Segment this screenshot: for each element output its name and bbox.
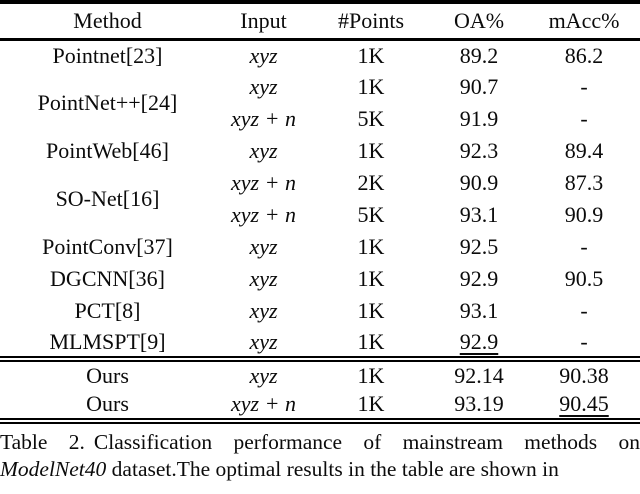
cell-method: PointConv[37] [42, 234, 173, 259]
cell-oa: 92.3 [459, 138, 499, 163]
cell-points: 1K [357, 328, 385, 354]
cell-macc: - [580, 234, 588, 259]
table-row: PointConv[37] xyz 1K 92.5 - [0, 231, 640, 263]
cell-input: xyz [249, 328, 278, 354]
cell-macc: 87.3 [564, 170, 604, 195]
cell-macc: - [580, 106, 588, 131]
cell-macc: - [580, 298, 588, 323]
cell-input: xyz [249, 298, 278, 323]
cell-method: PointNet++[24] [37, 90, 178, 115]
caption-text-before: Classification performance of mainstream… [93, 430, 640, 454]
column-header-oa: OA% [453, 7, 505, 33]
cell-method: Ours [86, 391, 129, 416]
table-row: SO-Net[16] xyz + n 2K 90.9 87.3 [0, 167, 640, 211]
caption-text-after: dataset.The optimal results in the table… [111, 457, 559, 481]
cell-macc: 90.45 [559, 391, 609, 416]
caption-label: Table 2. [0, 430, 85, 454]
cell-oa: 93.1 [459, 202, 499, 227]
cell-points: 1K [357, 74, 385, 99]
column-header-input: Input [240, 7, 287, 33]
cell-input: xyz + n [231, 391, 296, 416]
cell-points: 1K [357, 391, 385, 416]
table-row: xyz + n 5K 91.9 - [0, 103, 640, 135]
results-table: Method Input #Points OA% mAcc% Pointnet[… [0, 0, 640, 424]
cell-points: 1K [357, 42, 385, 68]
cell-macc: 90.38 [559, 363, 609, 388]
cell-macc: 90.5 [564, 266, 604, 291]
cell-points: 1K [357, 363, 385, 388]
table-row: PointNet++[24] xyz 1K 90.7 - [0, 71, 640, 115]
cell-macc: - [580, 328, 588, 354]
cell-oa: 92.9 [459, 266, 499, 291]
cell-input: xyz [249, 42, 278, 68]
header-row: Method Input #Points OA% mAcc% [0, 2, 640, 39]
cell-oa: 93.19 [454, 391, 504, 416]
dataset-name: ModelNet40 [0, 457, 107, 481]
table-row: Ours xyz + n 1K 93.19 90.45 [0, 390, 640, 421]
cell-oa: 93.1 [459, 298, 499, 323]
table-row: MLMSPT[9] xyz 1K 92.9 - [0, 327, 640, 359]
cell-oa: 92.9 [459, 328, 499, 354]
table-row: DGCNN[36] xyz 1K 92.9 90.5 [0, 263, 640, 295]
cell-oa: 89.2 [459, 42, 499, 68]
cell-method: PCT[8] [74, 298, 141, 323]
cell-input: xyz + n [231, 170, 296, 195]
cell-points: 1K [357, 298, 385, 323]
cell-input: xyz [249, 266, 278, 291]
cell-input: xyz [249, 234, 278, 259]
cell-input: xyz [249, 138, 278, 163]
cell-method: SO-Net[16] [55, 186, 160, 211]
cell-points: 5K [357, 202, 385, 227]
column-header-points: #Points [337, 7, 405, 33]
cell-method: Ours [86, 363, 129, 388]
cell-oa: 90.7 [459, 74, 499, 99]
table-row: PCT[8] xyz 1K 93.1 - [0, 295, 640, 327]
cell-oa: 92.14 [454, 363, 504, 388]
cell-input: xyz [249, 74, 278, 99]
cell-points: 1K [357, 234, 385, 259]
cell-macc: - [580, 74, 588, 99]
cell-input: xyz + n [231, 202, 296, 227]
table-row: xyz + n 5K 93.1 90.9 [0, 199, 640, 231]
cell-points: 1K [357, 138, 385, 163]
cell-macc: 89.4 [564, 138, 604, 163]
cell-points: 5K [357, 106, 385, 131]
cell-macc: 86.2 [564, 42, 604, 68]
cell-oa: 91.9 [459, 106, 499, 131]
cell-method: Pointnet[23] [52, 42, 163, 68]
table-row: Pointnet[23] xyz 1K 89.2 86.2 [0, 39, 640, 71]
table-row: Ours xyz 1K 92.14 90.38 [0, 359, 640, 390]
cell-method: PointWeb[46] [46, 138, 169, 163]
cell-method: MLMSPT[9] [49, 328, 166, 354]
table-row: PointWeb[46] xyz 1K 92.3 89.4 [0, 135, 640, 167]
cell-points: 1K [357, 266, 385, 291]
cell-input: xyz [249, 363, 278, 388]
cell-method: DGCNN[36] [50, 266, 165, 291]
cell-points: 2K [357, 170, 385, 195]
cell-macc: 90.9 [564, 202, 604, 227]
cell-input: xyz + n [231, 106, 296, 131]
cell-oa: 90.9 [459, 170, 499, 195]
table-caption: Table 2. Classification performance of ma… [0, 429, 640, 483]
cell-oa: 92.5 [459, 234, 499, 259]
column-header-method: Method [73, 7, 142, 33]
column-header-macc: mAcc% [548, 7, 620, 33]
